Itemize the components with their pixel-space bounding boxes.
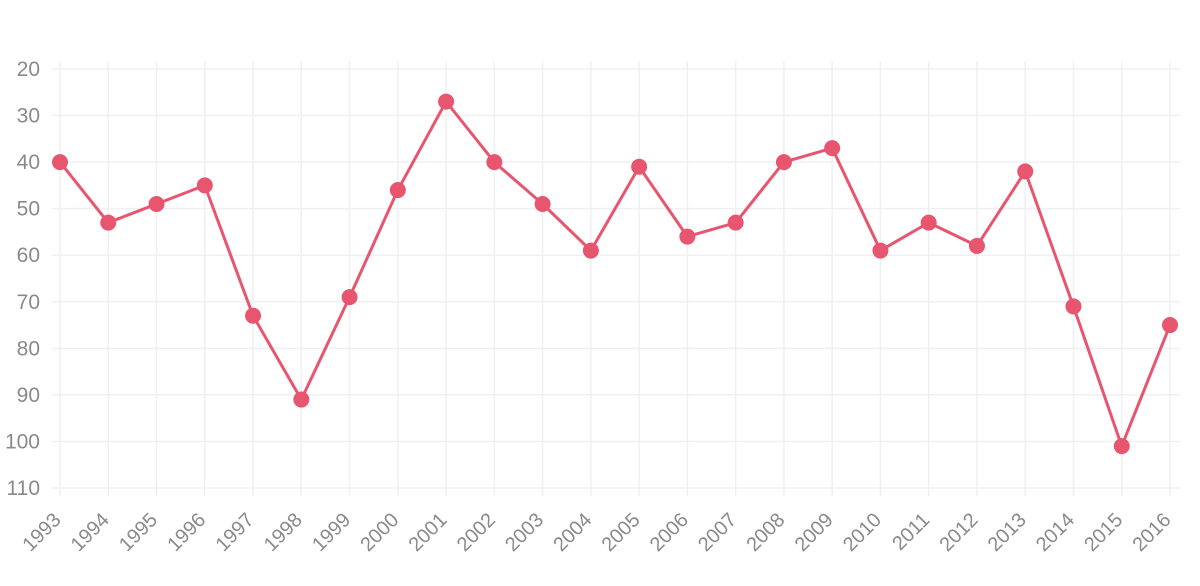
x-tick-label: 2014	[1032, 509, 1079, 556]
y-tick-label: 110	[7, 477, 40, 500]
data-point-2003[interactable]	[534, 196, 551, 213]
data-point-1994[interactable]	[100, 214, 117, 231]
x-tick-label: 2013	[984, 509, 1031, 556]
x-tick-label: 1999	[308, 509, 355, 556]
y-tick-label: 20	[17, 58, 40, 81]
y-tick-label: 70	[17, 291, 40, 314]
data-point-2012[interactable]	[968, 237, 985, 254]
x-tick-label: 1993	[19, 509, 66, 556]
y-tick-label: 50	[17, 198, 40, 221]
x-tick-label: 1996	[163, 509, 210, 556]
x-tick-label: 1998	[260, 509, 307, 556]
data-point-2004[interactable]	[582, 242, 599, 259]
data-point-2014[interactable]	[1065, 298, 1082, 315]
x-tick-label: 2008	[742, 509, 789, 556]
x-tick-label: 2004	[549, 509, 596, 556]
x-tick-label: 2005	[598, 509, 645, 556]
data-point-1993[interactable]	[52, 154, 68, 171]
data-point-2005[interactable]	[631, 158, 648, 175]
x-axis: 1993 1994 1995 1996 1997 1998 1999 2000 2001 2002…	[19, 509, 1176, 556]
data-point-1995[interactable]	[148, 196, 165, 213]
data-point-2010[interactable]	[872, 242, 889, 259]
x-tick-label: 2012	[935, 509, 982, 556]
y-tick-label: 30	[17, 105, 40, 128]
x-tick-label: 2016	[1129, 509, 1176, 556]
data-point-2011[interactable]	[920, 214, 937, 231]
y-tick-label: 90	[17, 384, 40, 407]
y-tick-label: 80	[17, 337, 40, 360]
data-point-1999[interactable]	[341, 289, 358, 306]
data-point-2016[interactable]	[1162, 317, 1178, 334]
data-point-2002[interactable]	[486, 154, 503, 171]
x-tick-label: 2010	[839, 509, 886, 556]
x-tick-label: 2002	[453, 509, 500, 556]
y-tick-label: 60	[17, 244, 40, 267]
x-tick-label: 1994	[67, 509, 114, 556]
series-line	[58, 100, 1172, 448]
data-point-1998[interactable]	[293, 391, 310, 408]
x-tick-label: 2011	[888, 509, 934, 555]
x-tick-label: 1995	[115, 509, 162, 556]
x-tick-label: 2006	[646, 509, 693, 556]
data-point-2007[interactable]	[727, 214, 744, 231]
grid	[52, 61, 1180, 496]
data-point-2015[interactable]	[1113, 438, 1130, 455]
data-point-2000[interactable]	[389, 182, 406, 199]
x-tick-label: 2003	[501, 509, 548, 556]
x-tick-label: 2007	[694, 509, 741, 556]
data-point-2008[interactable]	[775, 154, 792, 171]
x-tick-label: 2001	[405, 509, 452, 556]
y-tick-label: 40	[17, 151, 40, 174]
series-group	[52, 93, 1178, 455]
data-point-2013[interactable]	[1017, 163, 1034, 180]
x-tick-label: 2015	[1080, 509, 1127, 556]
x-tick-label: 2000	[356, 509, 403, 556]
data-point-2009[interactable]	[824, 140, 841, 157]
data-point-2001[interactable]	[438, 93, 455, 110]
y-axis: 20 30 40 50 60 70 80 90 100 110	[5, 58, 40, 500]
data-point-1996[interactable]	[196, 177, 213, 194]
data-point-2006[interactable]	[679, 228, 696, 245]
x-tick-label: 2009	[791, 509, 838, 556]
y-tick-label: 100	[5, 430, 40, 453]
data-point-1997[interactable]	[245, 307, 262, 324]
x-tick-label: 1997	[212, 509, 259, 556]
